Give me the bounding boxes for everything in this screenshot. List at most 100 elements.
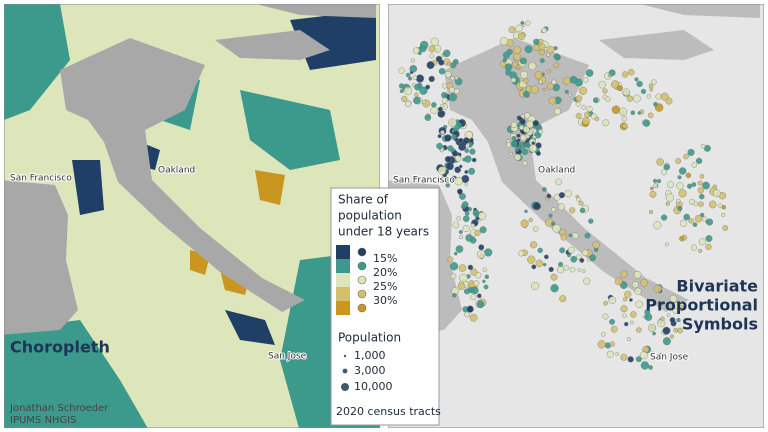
tract-symbol [505,69,512,76]
tract-symbol [469,148,476,155]
tract-symbol [630,110,636,115]
tract-symbol [537,247,543,254]
tract-symbol [451,134,457,140]
tract-symbol [602,88,608,94]
tract-symbol [457,188,463,195]
tract-symbol [469,236,477,244]
tract-symbol [678,305,685,312]
legend-label: 25% [373,280,397,293]
class-swatch [336,287,350,301]
tract-symbol [476,300,485,309]
tract-symbol [546,52,551,57]
tract-symbol [622,88,631,97]
class-swatch [336,301,350,315]
tract-symbol [569,266,576,273]
place-label: Oakland [538,166,575,176]
legend-label: 15% [373,252,397,265]
tract-symbol [691,182,697,187]
tract-symbol [634,77,639,82]
tract-symbol [675,158,682,164]
tract-symbol [437,110,446,118]
tract-symbol [661,214,668,221]
tract-symbol [515,24,523,33]
legend-title: population [338,209,402,223]
tract-symbol [520,21,525,25]
tract-symbol [712,189,721,198]
symbol-map [388,4,764,428]
tract-symbol [614,277,623,286]
tract-symbol [688,218,694,224]
tract-symbol [676,198,681,204]
tract-symbol [623,297,628,302]
tract-symbol [676,317,681,323]
tract-symbol [627,337,631,342]
tract-symbol [416,82,423,88]
tract-symbol [598,80,606,89]
tract-symbol [584,111,591,118]
tract-symbol [691,162,697,168]
tract-symbol [560,233,568,241]
tract-symbol [564,89,569,94]
tract-symbol [669,317,676,323]
tract-symbol [538,129,544,134]
credit: Jonathan Schroeder [9,403,109,414]
tract-symbol [703,144,711,152]
tract-symbol [575,95,583,102]
tract-symbol [531,141,536,145]
legend-note: 2020 census tracts [336,405,441,418]
tract-symbol [557,203,566,211]
tract-symbol [523,78,529,84]
tract-symbol [410,58,415,63]
tract-symbol [552,224,561,233]
tract-symbol [419,86,428,95]
tract-symbol [545,196,549,201]
tract-symbol [546,69,552,74]
tract-symbol [592,241,600,249]
tract-symbol [605,96,611,103]
tract-symbol [650,186,654,191]
class-symbol [357,275,367,285]
legend-label: 10,000 [354,380,393,393]
tract-symbol [415,74,425,83]
tract-symbol [657,318,666,328]
tract-symbol [694,215,703,223]
tract-symbol [459,193,466,200]
tract-symbol [644,313,653,321]
tract-symbol [597,340,606,349]
tract-symbol [677,205,683,212]
tract-symbol [551,207,557,213]
legend: Share of population under 18 years 15%20… [330,187,441,426]
tract-symbol [408,76,412,81]
tract-symbols [398,20,729,370]
tract-symbol [634,287,642,295]
tract-symbol [413,47,420,55]
tract-symbol [691,244,698,251]
tract-symbol [524,45,533,54]
tract-symbol [667,181,674,189]
tract-symbol [530,241,538,249]
tract-symbol [653,178,658,183]
tract-symbol [524,209,528,214]
tract-symbol [483,284,489,290]
tract-symbol [424,114,432,121]
tract-symbol [430,106,438,114]
tract-symbol [624,321,629,327]
tract-symbol [419,40,429,50]
tract-symbol [567,246,575,254]
tract-symbol [551,221,556,226]
tract-symbol [655,93,662,100]
tract-symbol [444,177,451,184]
class-symbol [357,247,367,257]
tract-symbol [513,45,522,54]
tract-symbol [706,218,714,226]
tract-symbol [469,313,478,322]
tract-symbol [554,107,562,115]
tract-symbol [652,183,658,189]
tract-symbol [422,100,426,105]
tract-symbol [458,230,463,234]
tract-symbol [463,137,470,144]
place-label: San Francisco [393,176,455,186]
tract-symbol [441,91,448,99]
tract-symbol [482,267,487,272]
